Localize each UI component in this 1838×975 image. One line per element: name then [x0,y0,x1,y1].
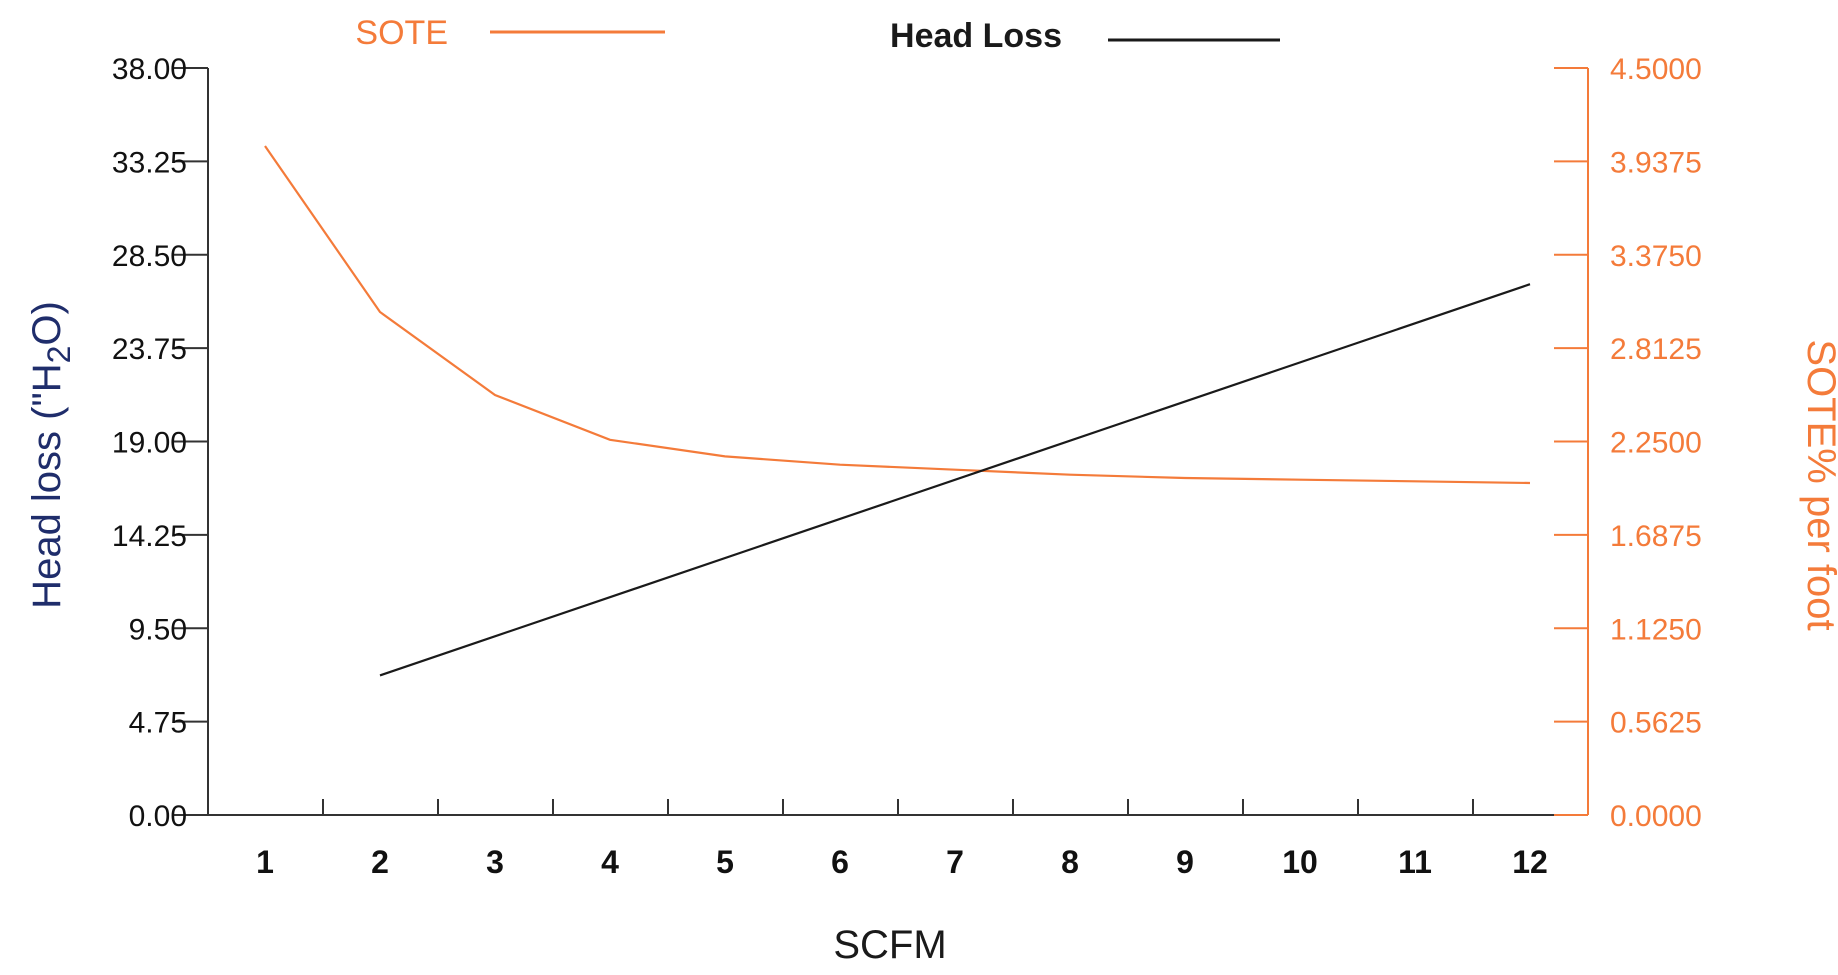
left-tick-label: 19.00 [112,427,187,460]
x-axis-title: SCFM [833,923,946,967]
left-tick-label: 23.75 [112,333,187,366]
right-tick-label: 1.1250 [1610,613,1702,646]
right-tick-label: 2.2500 [1610,427,1702,460]
right-tick-label: 3.3750 [1610,240,1702,273]
legend-sote-label: SOTE [355,14,448,52]
right-tick-label: 3.9375 [1610,146,1702,179]
x-tick-label: 2 [371,844,389,880]
x-tick-label: 12 [1512,844,1548,880]
x-tick-label: 4 [601,844,619,880]
x-tick-label: 3 [486,844,504,880]
left-tick-label: 4.75 [129,707,187,740]
left-tick-label: 38.00 [112,53,187,86]
left-tick-label: 9.50 [129,613,187,646]
legend-head-loss-label: Head Loss [890,17,1062,55]
right-axis-title: SOTE% per foot [1799,339,1838,630]
x-tick-label: 10 [1282,844,1318,880]
x-tick-label: 6 [831,844,849,880]
left-tick-label: 28.50 [112,240,187,273]
x-tick-label: 1 [256,844,274,880]
x-tick-label: 8 [1061,844,1079,880]
left-tick-label: 0.00 [129,800,187,833]
x-tick-label: 11 [1398,844,1432,880]
x-axis-ticks: 1 2 3 4 5 6 7 8 9 10 11 12 [256,799,1548,880]
right-tick-label: 2.8125 [1610,333,1702,366]
series-head-loss-line [379,283,1531,677]
right-tick-label: 0.5625 [1610,707,1702,740]
left-axis-ticks: 0.00 4.75 9.50 14.25 19.00 23.75 28.50 33.25 38.… [112,53,208,833]
x-tick-label: 5 [716,844,734,880]
x-tick-label: 9 [1176,844,1194,880]
left-tick-label: 33.25 [112,146,187,179]
x-tick-label: 7 [946,844,964,880]
left-axis-title: Head loss ("H2O) [25,301,77,609]
left-tick-label: 14.25 [112,520,187,553]
right-tick-label: 4.5000 [1610,53,1702,86]
series-sote-line [264,145,1531,485]
right-tick-label: 1.6875 [1610,520,1702,553]
right-axis-ticks: 0.0000 0.5625 1.1250 1.6875 2.2500 2.8125 3.37… [1554,53,1702,833]
right-tick-label: 0.0000 [1610,800,1702,833]
